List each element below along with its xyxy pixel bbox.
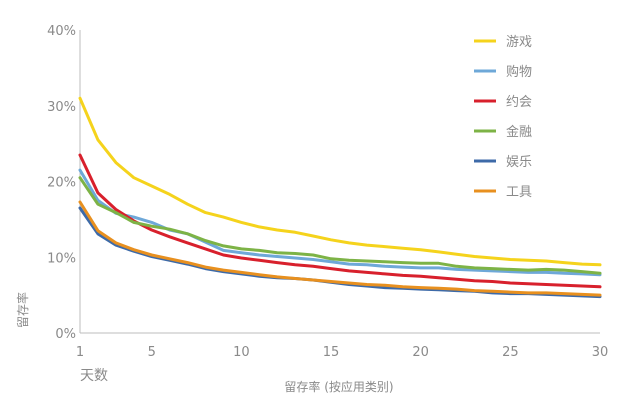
- x-tick-label: 1: [76, 345, 84, 360]
- x-tick-label: 15: [323, 345, 340, 360]
- y-tick-label: 40%: [47, 24, 76, 39]
- series-line-3: [78, 176, 602, 275]
- series-line-0: [78, 96, 602, 267]
- legend-entry: 游戏: [506, 35, 532, 50]
- x-tick-labels: 1 5 10 15 20 25 30: [76, 345, 608, 360]
- x-axis-label: 留存率 (按应用类别): [284, 379, 393, 394]
- legend-entry: 购物: [506, 64, 532, 80]
- x-unit-label: 天数: [80, 368, 108, 384]
- series-line-2: [78, 153, 602, 289]
- y-tick-labels: 0% 10% 20% 30% 40%: [47, 24, 76, 342]
- y-tick-label: 30%: [47, 100, 76, 115]
- y-axis-label: 留存率: [15, 292, 30, 328]
- x-tick-label: 30: [592, 345, 609, 360]
- x-tick-label: 25: [502, 345, 519, 360]
- axes: [79, 30, 600, 334]
- series-lines: [78, 96, 602, 299]
- legend-entry: 工具: [506, 185, 532, 200]
- x-tick-label: 5: [148, 345, 156, 360]
- legend-entry: 金融: [506, 124, 532, 140]
- y-tick-label: 0%: [55, 327, 76, 342]
- series-line-5: [78, 200, 602, 297]
- x-tick-label: 20: [412, 345, 429, 360]
- y-tick-label: 20%: [47, 176, 76, 191]
- legend-entry: 娱乐: [506, 155, 532, 170]
- x-tick-label: 10: [233, 345, 250, 360]
- legend-entry: 约会: [506, 95, 532, 110]
- y-tick-label: 10%: [47, 251, 76, 266]
